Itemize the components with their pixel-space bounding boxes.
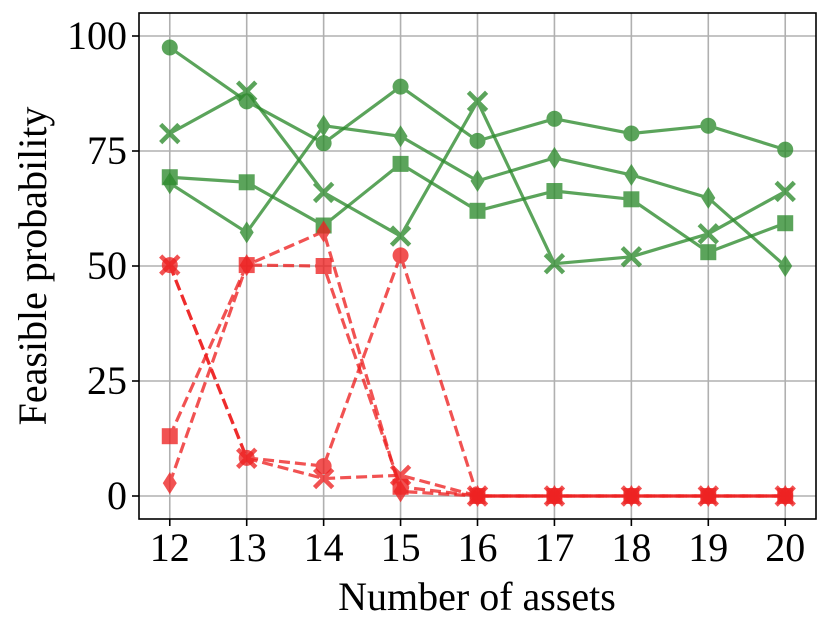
data-point [316,114,331,137]
data-point [161,428,178,445]
data-point [389,225,412,247]
data-point [777,141,794,158]
data-point [392,78,409,95]
data-point [315,258,332,274]
data-point [624,163,639,186]
data-point [624,485,639,507]
data-point [393,480,408,503]
data-point [162,472,177,495]
x-tick-label: 12 [150,525,190,570]
data-point [777,215,794,232]
x-tick-label: 15 [381,525,421,570]
data-point [239,221,254,244]
data-point [701,186,716,209]
data-point [466,90,489,113]
x-tick-labels: 12 13 14 15 16 17 18 19 20 [150,519,805,570]
data-point [546,110,563,127]
data-point [701,485,716,507]
y-tick-label: 75 [87,128,127,173]
data-point [392,247,409,264]
data-point [620,246,643,268]
data-point [392,155,409,172]
x-tick-label: 17 [534,525,574,570]
data-point [312,467,335,490]
series-2 [159,80,796,275]
x-tick-label: 16 [458,525,498,570]
x-tick-label: 13 [227,525,267,570]
y-tick-label: 100 [67,13,127,58]
data-point [159,122,181,145]
data-point [162,172,177,195]
data-point [393,125,408,148]
x-tick-label: 14 [304,525,344,570]
data-point [623,125,640,142]
data-point [469,132,486,149]
x-tick-label: 18 [611,525,651,570]
y-axis-label: Feasible probability [10,107,55,426]
data-point [546,183,563,200]
data-point [547,146,562,169]
series-layer [159,39,796,507]
y-tick-label: 50 [87,243,127,288]
data-point [778,485,793,507]
data-point [315,135,332,152]
data-point [623,191,640,208]
data-point [161,39,178,56]
series-line [168,263,786,498]
data-point [312,181,335,204]
series-8 [162,220,793,507]
y-tick-labels: 0 25 50 75 100 [67,13,139,518]
y-tick-label: 0 [107,473,127,518]
x-tick-label: 19 [688,525,728,570]
data-point [238,174,255,191]
x-axis-label: Number of assets [338,574,616,619]
x-tick-label: 20 [765,525,805,570]
data-point [543,253,566,275]
series-4 [162,114,793,277]
data-point [236,80,258,102]
data-point [239,254,254,277]
data-point [159,254,181,276]
data-point [315,458,332,475]
data-point [469,202,486,219]
data-point [700,244,717,261]
data-point [236,447,258,469]
data-point [700,117,717,134]
data-point [470,485,485,507]
data-point [697,223,719,245]
data-point [470,169,485,192]
data-point [547,485,562,507]
data-point [774,180,796,203]
data-point [316,220,331,243]
data-point [778,255,793,277]
y-tick-label: 25 [87,358,127,403]
